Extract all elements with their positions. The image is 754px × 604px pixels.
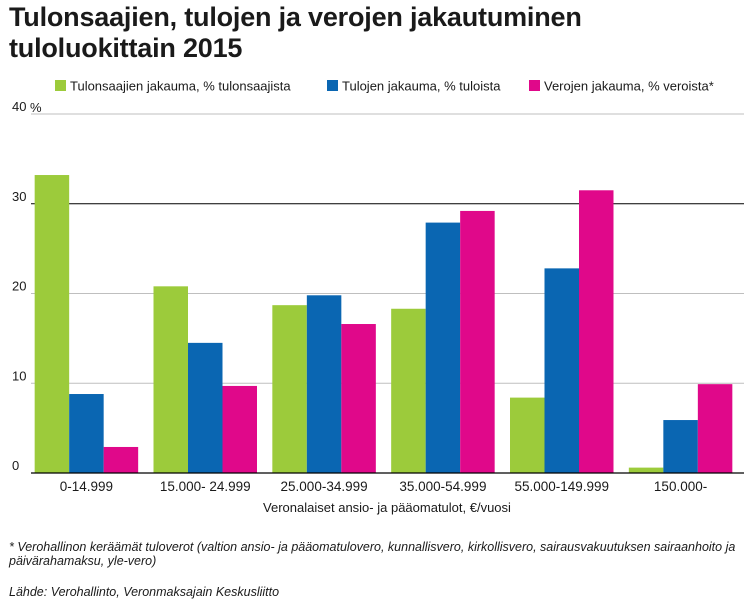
legend-swatch-1 (55, 80, 66, 91)
bar-3-6 (697, 384, 733, 473)
y-axis-ticks: 0 10 20 30 40 (12, 99, 26, 473)
bar-1-2 (153, 286, 188, 473)
bar-3-5 (579, 190, 614, 473)
bars (34, 175, 733, 473)
chart-title: Tulonsaajien, tulojen ja verojen jakautu… (9, 2, 582, 63)
bar-2-3 (306, 295, 342, 473)
bar-3-2 (222, 385, 257, 473)
legend: Tulonsaajien jakauma, % tulonsaajista Tul… (55, 79, 714, 94)
x-axis-label: Veronalaiset ansio- ja pääomatulot, €/vu… (263, 500, 511, 515)
y-axis-label: % (30, 100, 42, 115)
bar-1-5 (510, 397, 545, 473)
y-tick-label: 20 (12, 279, 26, 294)
x-tick-label: 15.000- 24.999 (160, 479, 251, 494)
bar-2-4 (425, 222, 461, 473)
y-tick-label: 0 (12, 458, 19, 473)
bar-2-1 (69, 394, 104, 473)
x-tick-label: 35.000-54.999 (399, 479, 486, 494)
legend-swatch-3 (529, 80, 540, 91)
y-tick-label: 10 (12, 368, 26, 383)
x-tick-label: 55.000-149.999 (514, 479, 609, 494)
bar-1-6 (628, 467, 664, 473)
legend-label-2: Tulojen jakauma, % tuloista (342, 79, 501, 94)
x-axis-ticks: 0-14.999 15.000- 24.999 25.000-34.999 35.00… (60, 479, 707, 494)
bar-3-4 (460, 210, 495, 473)
gridlines (31, 113, 744, 384)
legend-label-3: Verojen jakauma, % veroista* (544, 79, 714, 94)
y-tick-label: 30 (12, 189, 26, 204)
x-tick-label: 150.000- (654, 479, 707, 494)
bar-2-6 (663, 420, 698, 473)
bar-2-5 (544, 268, 579, 473)
source-note: Lähde: Verohallinto, Veronmaksajain Kesk… (9, 585, 280, 599)
x-tick-label: 25.000-34.999 (281, 479, 368, 494)
legend-label-1: Tulonsaajien jakauma, % tulonsaajista (70, 79, 291, 94)
bar-3-1 (103, 446, 139, 473)
bar-1-3 (272, 305, 307, 473)
bar-3-3 (341, 324, 376, 473)
legend-swatch-2 (327, 80, 338, 91)
footnote: * Verohallinon keräämät tuloverot (valti… (9, 540, 736, 568)
x-tick-label: 0-14.999 (60, 479, 113, 494)
y-tick-label: 40 (12, 99, 26, 114)
bar-1-1 (34, 175, 70, 473)
bar-1-4 (391, 308, 426, 473)
bar-2-2 (188, 342, 223, 473)
